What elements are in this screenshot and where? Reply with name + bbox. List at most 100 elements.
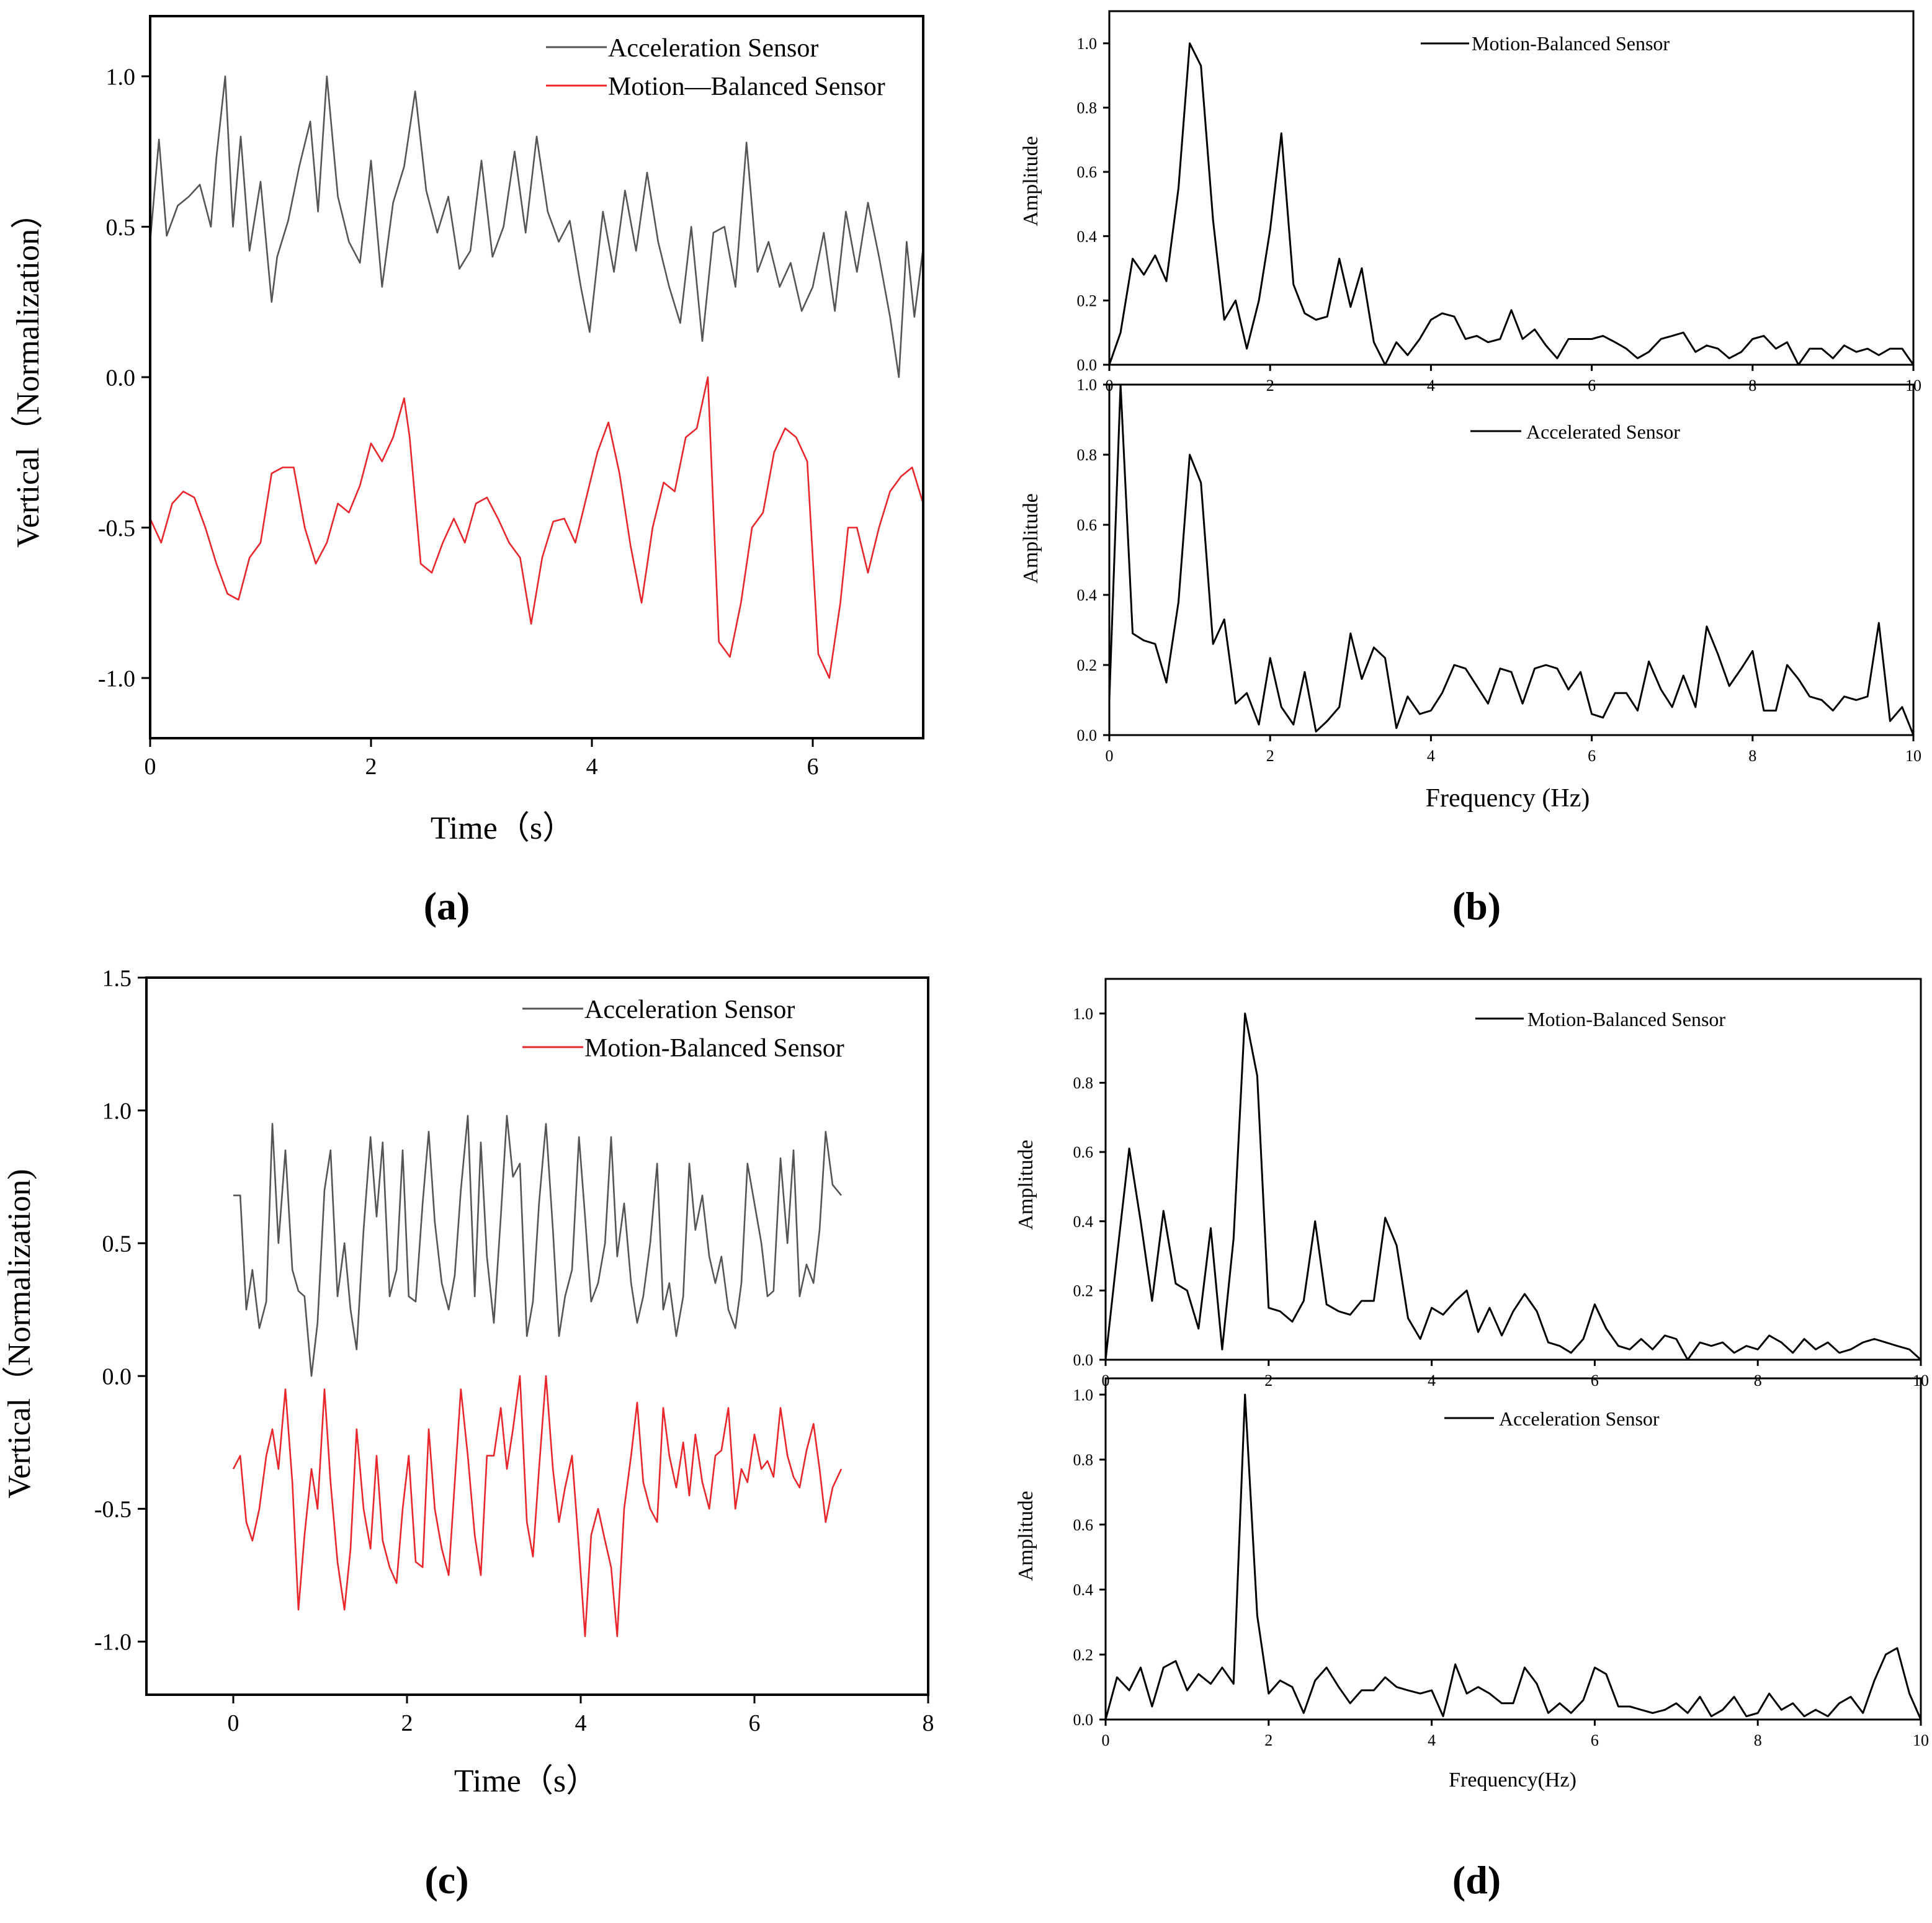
c-x-tick-label: 4 [575, 1710, 587, 1736]
a-x-tick-label: 6 [807, 754, 819, 780]
panel-c-frame [145, 976, 929, 1696]
panel-a-y-ticks: 1.0 0.5 0.0 -0.5 -1.0 [98, 64, 150, 692]
a-y-tick-label: 0.5 [106, 215, 136, 241]
panel-label-b: (b) [1452, 884, 1501, 928]
panel-a-x-ticks: 0 2 4 6 [145, 738, 819, 780]
b1-x-tick-label: 8 [1748, 747, 1756, 765]
panel-b-bottom-plot-area [1108, 383, 1915, 736]
b0-y-tick-label: 0.0 [1077, 356, 1098, 374]
b1-x-tick-label: 2 [1266, 747, 1274, 765]
b0-y-tick-label: 0.8 [1077, 99, 1098, 117]
d0-y-tick-label: 1.0 [1073, 1005, 1094, 1023]
panel-a-legend-acceleration: Acceleration Sensor [608, 34, 818, 63]
b0-y-tick-label: 0.4 [1077, 228, 1098, 246]
d1-y-tick-label: 0.0 [1073, 1711, 1094, 1729]
panel-d-bottom-x-ticks: 0 2 4 6 8 10 [1102, 1720, 1929, 1749]
d1-y-tick-label: 0.2 [1073, 1646, 1094, 1664]
b1-y-tick-label: 0.8 [1077, 446, 1098, 464]
d1-x-tick-label: 6 [1591, 1731, 1599, 1749]
panel-b-top-plot-area [1108, 42, 1915, 366]
panel-d-top-y-ticks: 0.0 0.2 0.4 0.6 0.8 1.0 [1073, 1005, 1106, 1369]
panel-label-c: (c) [424, 1858, 468, 1902]
b1-y-tick-label: 0.0 [1077, 726, 1098, 744]
d1-x-tick-label: 2 [1264, 1731, 1272, 1749]
panel-c-legend-acceleration: Acceleration Sensor [584, 996, 795, 1024]
d1-x-tick-label: 8 [1754, 1731, 1762, 1749]
panel-label-d: (d) [1452, 1858, 1501, 1902]
panel-c-x-ticks: 0 2 4 6 8 [228, 1695, 934, 1736]
d1-x-tick-label: 0 [1102, 1731, 1110, 1749]
b0-y-tick-label: 0.6 [1077, 163, 1098, 181]
panel-b-bottom-x-ticks: 0 2 4 6 8 10 [1106, 735, 1921, 765]
panel-d: 0 2 4 6 8 10 0.0 0.2 0.4 0.6 0.8 1.0 Amplitude Mot… [1014, 978, 1929, 1902]
panel-b: 0 2 4 6 8 10 0.0 0.2 0.4 0.6 0.8 1.0 Amplitude Mot… [1019, 10, 1921, 928]
b1-y-tick-label: 0.2 [1077, 656, 1098, 674]
panel-b-bottom-frame [1108, 383, 1915, 736]
c-y-tick-label: 1.5 [102, 965, 132, 991]
c-y-tick-label: -0.5 [94, 1497, 132, 1523]
b1-x-tick-label: 0 [1106, 747, 1114, 765]
d0-series-spectrum [1104, 1012, 1922, 1361]
c-x-tick-label: 0 [228, 1710, 239, 1736]
panel-c-y-ticks: 1.5 1.0 0.5 0.0 -0.5 -1.0 [94, 965, 146, 1656]
b0-y-tick-label: 1.0 [1077, 35, 1098, 53]
b1-x-tick-label: 6 [1588, 747, 1596, 765]
panel-d-bottom-frame [1104, 1377, 1922, 1721]
c-y-tick-label: -1.0 [94, 1630, 132, 1656]
d1-y-tick-label: 0.8 [1073, 1451, 1094, 1469]
c-x-tick-label: 2 [401, 1710, 413, 1736]
d0-y-tick-label: 0.8 [1073, 1074, 1094, 1092]
panel-c: 0 2 4 6 8 1.5 1.0 0.5 0.0 -0.5 -1.0 Time（s） Verti… [2, 965, 934, 1902]
d0-x-tick-label: 2 [1264, 1372, 1272, 1390]
panel-c-plot-area [232, 1115, 843, 1638]
panel-a-frame [149, 15, 924, 739]
panel-a-x-axis-title: Time（s） [431, 811, 575, 846]
panel-b-bottom-y-axis-title: Amplitude [1019, 493, 1042, 583]
panel-d-x-axis-title: Frequency(Hz) [1449, 1769, 1576, 1791]
panel-c-y-axis-title: Vertical（Normalization) [2, 1169, 37, 1498]
b0-series-spectrum [1108, 42, 1915, 366]
c-series-motion [232, 1375, 843, 1638]
panel-a-plot-area [149, 75, 924, 679]
panel-b-top-y-axis-title: Amplitude [1019, 136, 1042, 226]
a-x-tick-label: 2 [365, 754, 377, 780]
panel-d-bottom-y-ticks: 0.0 0.2 0.4 0.6 0.8 1.0 [1073, 1386, 1106, 1729]
panel-d-bottom-y-axis-title: Amplitude [1014, 1491, 1037, 1581]
panel-a-legend-motion: Motion—Balanced Sensor [608, 73, 885, 101]
panel-d-top-legend: Motion-Balanced Sensor [1527, 1008, 1725, 1030]
panel-a: 0 2 4 6 1.0 0.5 0.0 -0.5 -1.0 Time（s） Vertical（… [11, 15, 924, 928]
a-series-motion [149, 376, 924, 679]
a-series-acceleration [149, 75, 924, 378]
d0-y-tick-label: 0.6 [1073, 1143, 1094, 1161]
d1-y-tick-label: 1.0 [1073, 1386, 1094, 1404]
b1-y-tick-label: 0.6 [1077, 516, 1098, 534]
panel-c-x-axis-title: Time（s） [454, 1764, 598, 1799]
d1-series-spectrum [1104, 1393, 1922, 1720]
b1-x-tick-label: 4 [1427, 747, 1435, 765]
panel-b-top-y-ticks: 0.0 0.2 0.4 0.6 0.8 1.0 [1077, 35, 1109, 374]
a-y-tick-label: 1.0 [106, 64, 136, 90]
panel-b-top-frame [1108, 10, 1915, 366]
panel-d-top-plot-area [1104, 1012, 1922, 1361]
c-y-tick-label: 0.5 [102, 1231, 132, 1257]
b1-y-tick-label: 0.4 [1077, 586, 1098, 604]
d0-x-tick-label: 6 [1591, 1372, 1599, 1390]
panel-b-bottom-y-ticks: 0.0 0.2 0.4 0.6 0.8 1.0 [1077, 376, 1109, 744]
c-x-tick-label: 6 [749, 1710, 761, 1736]
panel-d-bottom-legend: Acceleration Sensor [1499, 1408, 1660, 1430]
d1-y-tick-label: 0.4 [1073, 1581, 1094, 1599]
c-y-tick-label: 1.0 [102, 1098, 132, 1124]
d1-x-tick-label: 4 [1428, 1731, 1436, 1749]
d0-y-tick-label: 0.4 [1073, 1213, 1094, 1231]
b1-y-tick-label: 1.0 [1077, 376, 1098, 394]
panel-d-bottom-plot-area [1104, 1393, 1922, 1720]
panel-c-legend-motion: Motion-Balanced Sensor [584, 1034, 844, 1063]
c-y-tick-label: 0.0 [102, 1364, 132, 1390]
b1-series-spectrum [1108, 383, 1915, 736]
a-y-tick-label: -0.5 [98, 515, 135, 542]
panel-b-bottom-legend: Accelerated Sensor [1526, 421, 1680, 443]
d0-x-tick-label: 8 [1754, 1372, 1762, 1390]
panel-b-x-axis-title: Frequency (Hz) [1426, 784, 1590, 813]
